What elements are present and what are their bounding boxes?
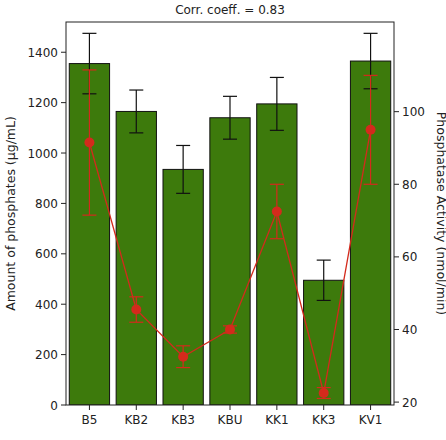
y2-tick (394, 256, 399, 257)
y2-tick (394, 111, 399, 112)
error-bar (270, 77, 284, 130)
error-cap (82, 33, 96, 34)
x-tick (276, 405, 277, 410)
error-cap (223, 139, 237, 140)
error-line (136, 90, 137, 133)
error-bar (317, 260, 331, 300)
point (131, 305, 141, 315)
line (89, 130, 370, 393)
error-bar (129, 90, 143, 133)
y-tick (61, 354, 66, 355)
point (272, 207, 282, 217)
y-tick-label: 400 (35, 298, 58, 312)
error-bar (176, 145, 190, 193)
error-cap (223, 96, 237, 97)
y-tick-label: 800 (35, 197, 58, 211)
plot-area (69, 33, 390, 405)
x-tick-label: KV1 (359, 413, 383, 427)
error-bar (176, 346, 190, 368)
error-cap (317, 260, 331, 261)
error-cap (176, 345, 190, 346)
error-line (229, 96, 230, 139)
y-tick-label: 200 (35, 348, 58, 362)
error-cap (129, 322, 143, 323)
y-tick (61, 304, 66, 305)
error-line (183, 145, 184, 193)
error-cap (129, 296, 143, 297)
y-tick-label: 1400 (27, 46, 58, 60)
frame (66, 22, 394, 405)
x-tick (136, 405, 137, 410)
bar (350, 61, 390, 405)
x-tick-label: B5 (81, 413, 97, 427)
error-cap (317, 398, 331, 399)
x-tick-label: KB3 (171, 413, 195, 427)
y2-tick (394, 184, 399, 185)
bar (257, 104, 297, 405)
error-cap (176, 193, 190, 194)
x-tick (230, 405, 231, 410)
error-cap (82, 69, 96, 70)
x-tick-label: KBU (218, 413, 243, 427)
point (366, 125, 376, 135)
y2-tick-label: 60 (402, 250, 417, 264)
y2-tick-label: 80 (402, 178, 417, 192)
y-tick (61, 253, 66, 254)
title: Corr. coeff. = 0.83 (175, 3, 285, 17)
error-cap (270, 77, 284, 78)
error-bar (129, 297, 143, 322)
error-cap (270, 130, 284, 131)
point (178, 352, 188, 362)
chart: Corr. coeff. = 0.83 0 200 400 600 800 1000 1200… (0, 0, 446, 440)
error-cap (317, 300, 331, 301)
y2-tick (394, 402, 399, 403)
y-tick (61, 102, 66, 103)
error-cap (270, 238, 284, 239)
x-tick-label: KK3 (312, 413, 335, 427)
y2-axis-label: Phosphatase Activity (nmol/min) (434, 112, 446, 315)
error-cap (176, 145, 190, 146)
point (319, 388, 329, 398)
x-tick (89, 405, 90, 410)
x-tick-label: KK1 (265, 413, 288, 427)
y-tick (61, 52, 66, 53)
x-tick (183, 405, 184, 410)
y2-tick-label: 40 (402, 323, 417, 337)
error-bar (364, 75, 378, 184)
y-tick-label: 1200 (27, 96, 58, 110)
y2-tick-label: 20 (402, 396, 417, 410)
bar (163, 169, 203, 405)
y-tick-label: 0 (50, 399, 58, 413)
error-cap (176, 367, 190, 368)
y-tick (61, 405, 66, 406)
error-cap (129, 89, 143, 90)
bar (210, 118, 250, 405)
error-line (276, 77, 277, 130)
y-tick-label: 1000 (27, 147, 58, 161)
x-tick (370, 405, 371, 410)
error-bar (317, 388, 331, 399)
x-tick (323, 405, 324, 410)
y-axis-label: Amount of phosphates (μg/mL) (3, 116, 18, 311)
error-cap (82, 215, 96, 216)
error-cap (270, 184, 284, 185)
point (84, 138, 94, 148)
error-cap (364, 33, 378, 34)
error-cap (129, 132, 143, 133)
x-tick-label: KB2 (124, 413, 148, 427)
error-cap (364, 75, 378, 76)
y2-tick (394, 329, 399, 330)
error-cap (317, 387, 331, 388)
bar (69, 64, 109, 405)
point (225, 324, 235, 334)
error-cap (364, 184, 378, 185)
y-tick (61, 153, 66, 154)
y-tick-label: 600 (35, 247, 58, 261)
error-bar (223, 96, 237, 139)
error-bar (82, 70, 96, 215)
y2-tick-label: 100 (402, 105, 425, 119)
y-tick (61, 203, 66, 204)
error-line (323, 260, 324, 300)
